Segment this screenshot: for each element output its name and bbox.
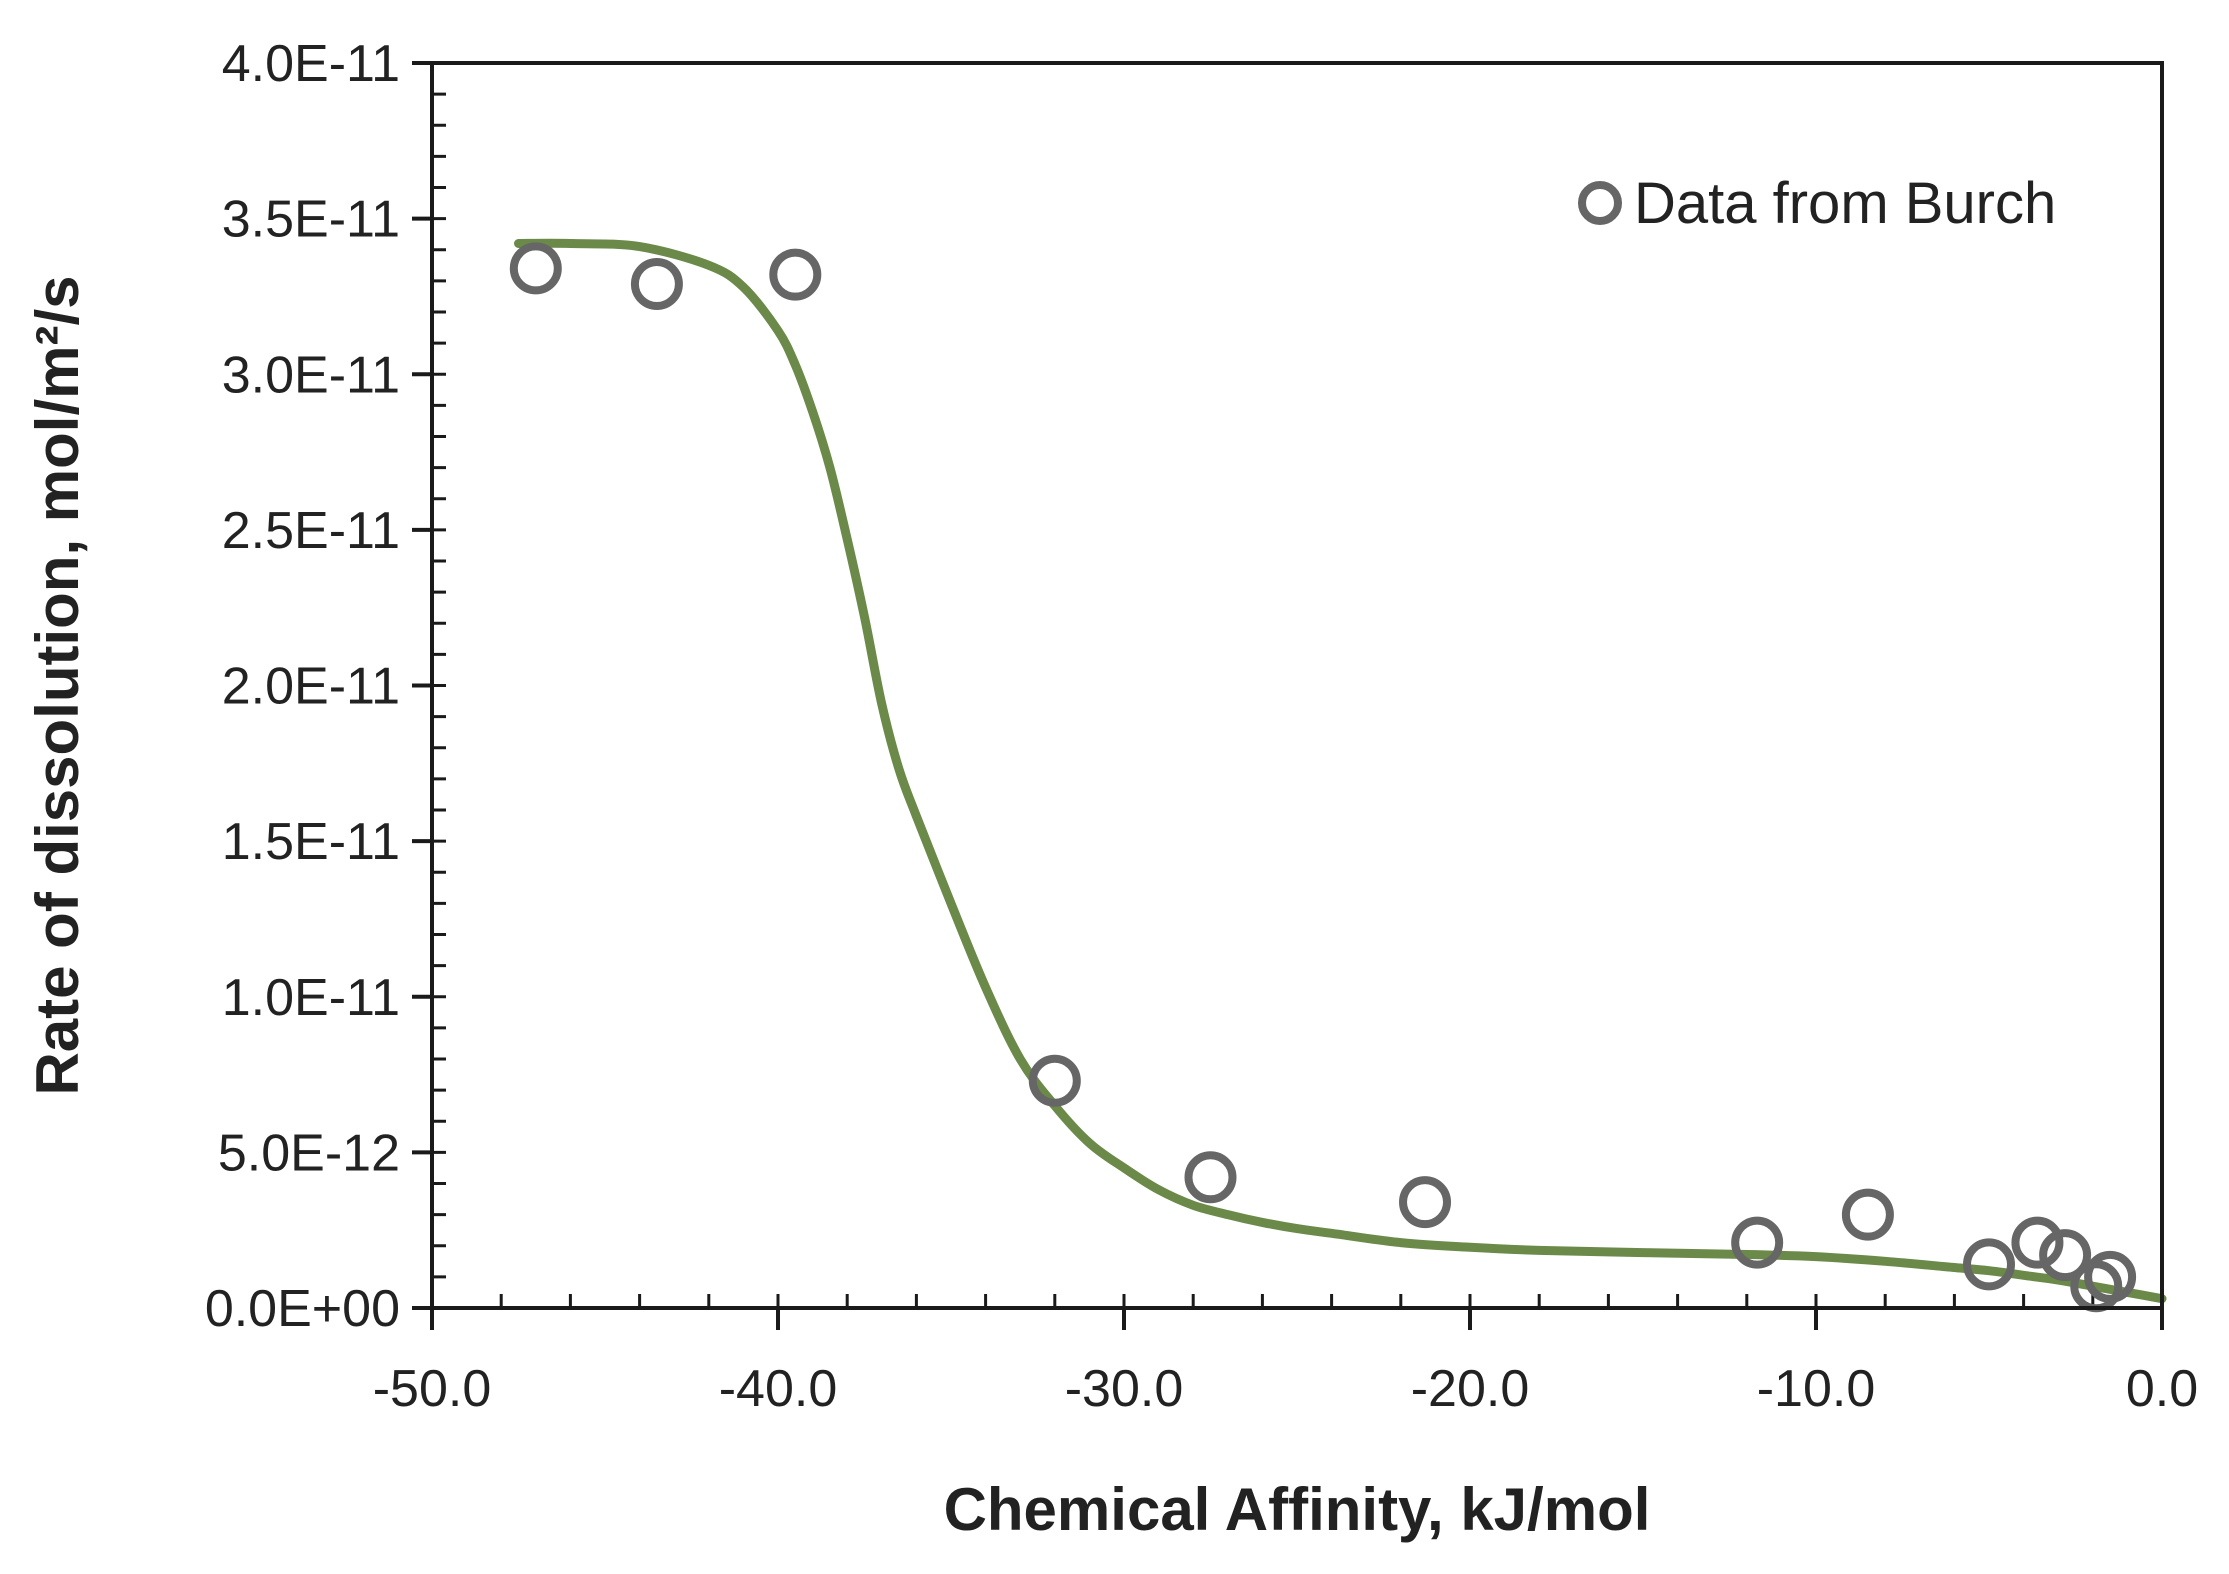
- data-point: [1731, 1216, 1784, 1269]
- x-tick-label: 0.0: [2126, 1360, 2198, 1418]
- model-fit-line: [514, 238, 2167, 1304]
- y-tick-label: 1.5E-11: [222, 813, 400, 871]
- x-tick-label: -10.0: [1757, 1360, 1876, 1418]
- data-point: [630, 257, 683, 310]
- legend: Data from Burch: [1578, 171, 2056, 236]
- x-tick-label: -50.0: [373, 1360, 492, 1418]
- y-tick-label: 4.0E-11: [222, 35, 400, 93]
- y-axis-ticks: 0.0E+00 5.0E-12 1.0E-11 1.5E-11 2.0E-11 2.5E-…: [205, 35, 432, 1338]
- y-axis-title: Rate of dissolution, mol/m²/s: [24, 275, 91, 1095]
- x-axis-ticks: -50.0 -40.0 -30.0 -20.0 -10.0 0.0: [373, 1308, 2198, 1418]
- data-point: [1963, 1238, 2015, 1291]
- data-point: [1841, 1188, 1894, 1241]
- data-point: [1028, 1054, 1081, 1107]
- y-tick-label: 3.0E-11: [222, 346, 400, 404]
- minor-ticks: [430, 61, 2164, 1310]
- x-axis-title: Chemical Affinity, kJ/mol: [944, 1476, 1651, 1543]
- data-points: [509, 242, 2137, 1313]
- data-point: [2039, 1229, 2092, 1282]
- legend-marker-open-circle: [1578, 181, 1622, 225]
- data-point: [1184, 1151, 1237, 1204]
- data-point: [509, 242, 562, 295]
- data-point: [769, 248, 822, 301]
- y-tick-label: 0.0E+00: [205, 1280, 400, 1338]
- y-tick-label: 5.0E-12: [218, 1124, 400, 1182]
- y-tick-label: 1.0E-11: [222, 969, 400, 1027]
- x-tick-label: -30.0: [1065, 1360, 1184, 1418]
- data-point: [1399, 1176, 1452, 1229]
- model-fit-line-group: [514, 238, 2167, 1304]
- x-tick-label: -20.0: [1411, 1360, 1530, 1418]
- plot-frame: [430, 61, 2164, 1310]
- legend-label: Data from Burch: [1634, 171, 2056, 236]
- x-tick-label: -40.0: [719, 1360, 838, 1418]
- data-point: [2011, 1216, 2064, 1269]
- y-tick-label: 3.5E-11: [222, 191, 400, 249]
- y-tick-label: 2.5E-11: [222, 502, 400, 560]
- data-point: [2084, 1250, 2137, 1303]
- y-tick-label: 2.0E-11: [222, 658, 400, 716]
